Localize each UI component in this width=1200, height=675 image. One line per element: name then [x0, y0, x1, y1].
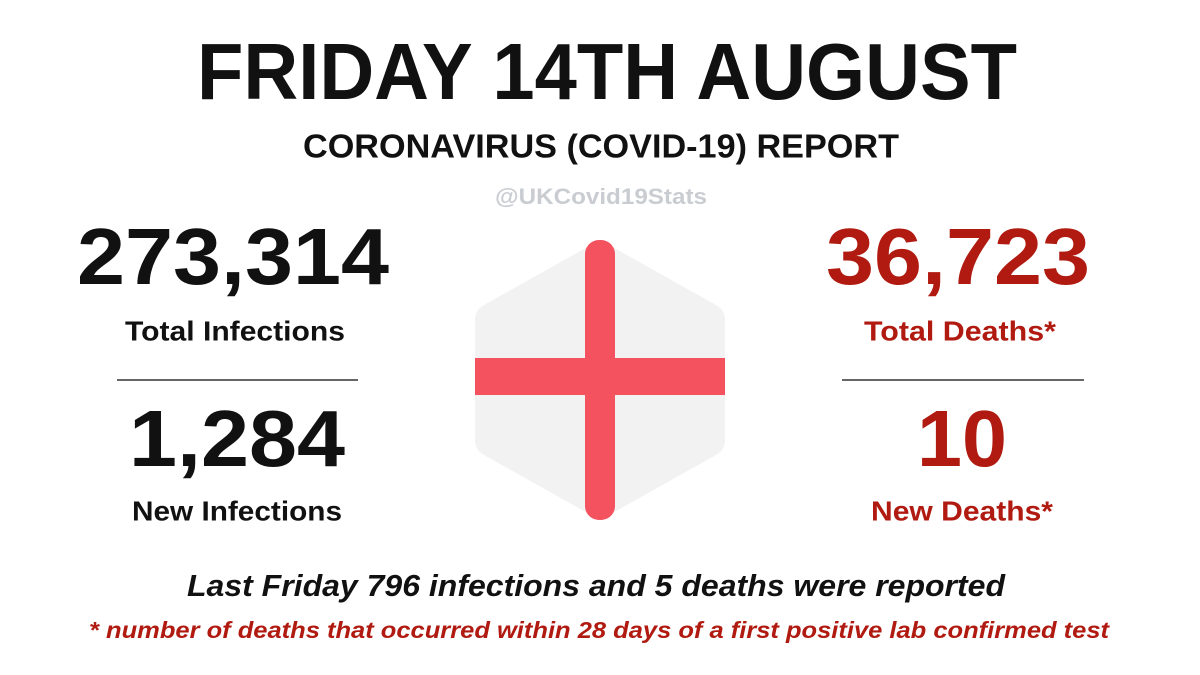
new-deaths: 10: [917, 394, 1007, 483]
subtitle: CORONAVIRUS (COVID-19) REPORT: [303, 128, 899, 165]
cross-horizontal: [475, 358, 725, 395]
england-flag-icon: [475, 240, 725, 520]
total-infections: 273,314: [77, 212, 390, 301]
new-infections: 1,284: [129, 394, 346, 483]
comparison: Last Friday 796 infections and 5 deaths …: [187, 568, 1006, 603]
total-deaths: 36,723: [826, 212, 1090, 301]
handle: @UKCovid19Stats: [495, 184, 707, 209]
total-deaths-label: Total Deaths*: [864, 315, 1056, 346]
total-infections-label: Total Infections: [125, 315, 345, 346]
new-infections-label: New Infections: [132, 495, 342, 526]
title: FRIDAY 14TH AUGUST: [197, 27, 1017, 116]
footnote: * number of deaths that occurred within …: [89, 617, 1110, 643]
new-deaths-label: New Deaths*: [871, 495, 1053, 526]
